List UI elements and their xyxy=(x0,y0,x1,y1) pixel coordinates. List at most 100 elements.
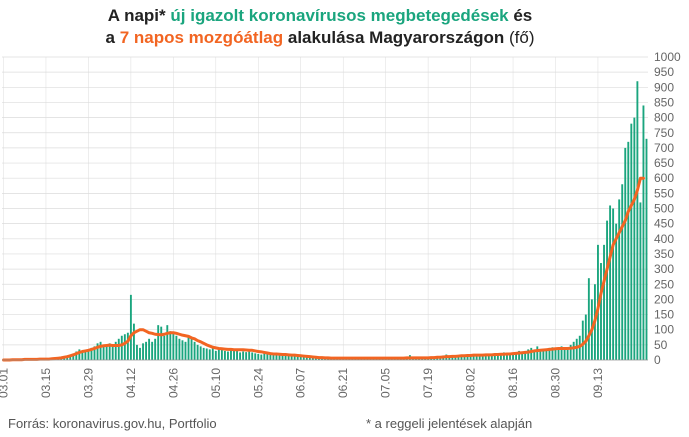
y-tick-label: 750 xyxy=(654,126,674,140)
bar-daily-cases xyxy=(278,355,281,360)
bar-daily-cases xyxy=(551,347,554,360)
bar-daily-cases xyxy=(102,346,105,360)
bar-daily-cases xyxy=(469,355,472,360)
bar-daily-cases xyxy=(90,347,93,360)
bar-daily-cases xyxy=(563,347,566,360)
daily-cases-bars xyxy=(11,81,648,361)
title-highlight-new-cases: új igazolt koronavírusos megbetegedések xyxy=(170,6,509,25)
x-tick-label: 07.19 xyxy=(421,368,435,398)
bar-daily-cases xyxy=(472,354,475,360)
bar-daily-cases xyxy=(624,147,627,360)
bar-daily-cases xyxy=(293,355,296,360)
title-prefix: A napi* xyxy=(107,6,166,25)
bar-daily-cases xyxy=(487,355,490,360)
bar-daily-cases xyxy=(220,350,223,360)
bar-daily-cases xyxy=(230,349,232,360)
bar-daily-cases xyxy=(600,263,602,360)
bar-daily-cases xyxy=(454,356,457,360)
bar-daily-cases xyxy=(587,278,590,360)
bar-daily-cases xyxy=(533,350,536,360)
bar-daily-cases xyxy=(509,353,511,360)
bar-daily-cases xyxy=(187,337,190,360)
y-tick-label: 350 xyxy=(654,247,674,261)
bar-daily-cases xyxy=(496,353,499,360)
bar-daily-cases xyxy=(233,350,235,360)
moving-average-line xyxy=(2,176,645,362)
y-tick-label: 900 xyxy=(654,80,674,94)
bar-daily-cases xyxy=(214,350,217,360)
bar-daily-cases xyxy=(542,350,545,360)
title-conjunction: és xyxy=(513,6,533,25)
bar-daily-cases xyxy=(554,348,557,360)
x-tick-label: 06.07 xyxy=(294,368,308,398)
bar-daily-cases xyxy=(217,349,220,360)
bar-daily-cases xyxy=(169,331,172,360)
y-tick-label: 650 xyxy=(654,156,674,170)
bar-daily-cases xyxy=(257,353,260,360)
bar-daily-cases xyxy=(484,354,487,360)
bar-daily-cases xyxy=(493,353,496,360)
bar-daily-cases xyxy=(524,352,527,360)
x-tick-label: 05.10 xyxy=(209,368,223,398)
bar-daily-cases xyxy=(439,357,442,360)
bar-daily-cases xyxy=(621,184,624,360)
bar-daily-cases xyxy=(603,244,605,360)
bar-daily-cases xyxy=(633,117,636,360)
y-tick-label: 800 xyxy=(654,111,674,125)
bar-daily-cases xyxy=(618,199,621,360)
bar-daily-cases xyxy=(560,346,563,360)
moving-average-line-group xyxy=(2,176,645,362)
bar-daily-cases xyxy=(75,351,78,360)
bar-daily-cases xyxy=(581,320,584,360)
bar-daily-cases xyxy=(154,338,157,360)
x-tick-label: 04.12 xyxy=(124,368,138,398)
bar-daily-cases xyxy=(236,350,238,360)
bar-daily-cases xyxy=(275,355,278,360)
y-tick-label: 500 xyxy=(654,202,674,216)
bar-daily-cases xyxy=(208,349,211,360)
bar-daily-cases xyxy=(308,357,311,360)
chart-title-line2: a 7 napos mozgóátlag alakulása Magyarors… xyxy=(0,27,640,49)
x-tick-label: 04.26 xyxy=(166,368,180,398)
y-tick-label: 100 xyxy=(654,323,674,337)
bar-daily-cases xyxy=(163,335,166,360)
bar-daily-cases xyxy=(481,353,484,360)
bar-daily-cases xyxy=(305,356,308,360)
y-tick-label: 600 xyxy=(654,171,674,185)
bar-daily-cases xyxy=(114,341,117,360)
bar-daily-cases xyxy=(81,352,84,360)
bar-daily-cases xyxy=(451,356,454,360)
bar-daily-cases xyxy=(539,349,542,360)
source-note: Forrás: koronavirus.gov.hu, Portfolio xyxy=(8,416,217,431)
bar-daily-cases xyxy=(245,352,248,360)
bar-daily-cases xyxy=(139,347,141,360)
bar-daily-cases xyxy=(311,357,314,360)
bar-daily-cases xyxy=(569,344,572,360)
bar-daily-cases xyxy=(202,347,205,360)
bar-daily-cases xyxy=(272,354,275,360)
bar-daily-cases xyxy=(123,334,126,360)
title-rest: alakulása Magyarországon xyxy=(287,28,505,47)
bar-daily-cases xyxy=(284,354,287,360)
bar-daily-cases xyxy=(199,346,202,360)
bar-daily-cases xyxy=(105,344,108,360)
y-tick-label: 200 xyxy=(654,292,674,306)
x-tick-label: 03.01 xyxy=(0,368,11,398)
x-tick-label: 08.02 xyxy=(464,368,478,398)
bar-daily-cases xyxy=(490,354,493,360)
bar-daily-cases xyxy=(266,353,269,360)
bar-daily-cases xyxy=(499,354,502,360)
bar-daily-cases xyxy=(136,344,138,360)
bar-daily-cases xyxy=(636,81,639,361)
y-tick-label: 950 xyxy=(654,65,674,79)
bar-daily-cases xyxy=(157,325,160,360)
bar-daily-cases xyxy=(181,340,184,360)
bar-daily-cases xyxy=(584,314,587,360)
y-tick-label: 550 xyxy=(654,186,674,200)
bar-daily-cases xyxy=(548,347,551,360)
chart-grid xyxy=(2,56,648,361)
bar-daily-cases xyxy=(299,356,302,360)
bar-daily-cases xyxy=(166,325,169,360)
bar-daily-cases xyxy=(242,351,245,360)
bar-daily-cases xyxy=(108,343,111,360)
